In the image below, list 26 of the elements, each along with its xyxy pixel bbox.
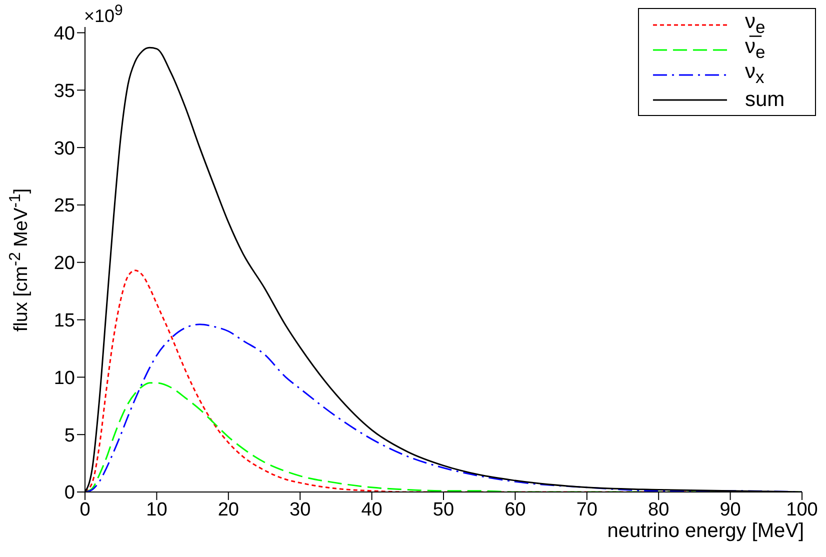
y-tick-label: 5 bbox=[64, 425, 75, 446]
legend-label: ν$_{x}$ bbox=[745, 60, 764, 89]
text: ×10$^{9}$ bbox=[84, 2, 123, 27]
x-tick-label: 60 bbox=[504, 499, 526, 520]
legend-label: ν̅$_{e}$ bbox=[745, 35, 766, 63]
y-tick-label: 10 bbox=[54, 368, 75, 389]
y-tick-label: 30 bbox=[54, 138, 75, 160]
legend-label: ν$_{e}$ bbox=[745, 10, 766, 38]
x-tick-label: 90 bbox=[720, 499, 741, 520]
y-tick-label: 35 bbox=[54, 80, 75, 102]
x-tick-label: 70 bbox=[576, 499, 598, 520]
x-tick-label: 20 bbox=[218, 499, 239, 520]
x-tick-label: 30 bbox=[290, 499, 311, 520]
x-tick-label: 0 bbox=[80, 499, 90, 520]
y-tick-label: 20 bbox=[54, 253, 75, 274]
x-tick-label: 10 bbox=[146, 499, 168, 520]
x-tick-label: 80 bbox=[648, 499, 670, 520]
y-tick-label: 0 bbox=[64, 482, 75, 504]
y-tick-label: 40 bbox=[54, 23, 75, 44]
x-tick-label: 50 bbox=[432, 499, 454, 520]
x-tick-label: 40 bbox=[361, 499, 382, 520]
x-tick-label: 100 bbox=[786, 499, 818, 520]
legend-label: sum bbox=[745, 88, 785, 112]
x-axis-title: neutrino energy [MeV] bbox=[607, 520, 804, 543]
y-tick-label: 15 bbox=[54, 310, 75, 332]
y-tick-label: 25 bbox=[54, 196, 75, 217]
